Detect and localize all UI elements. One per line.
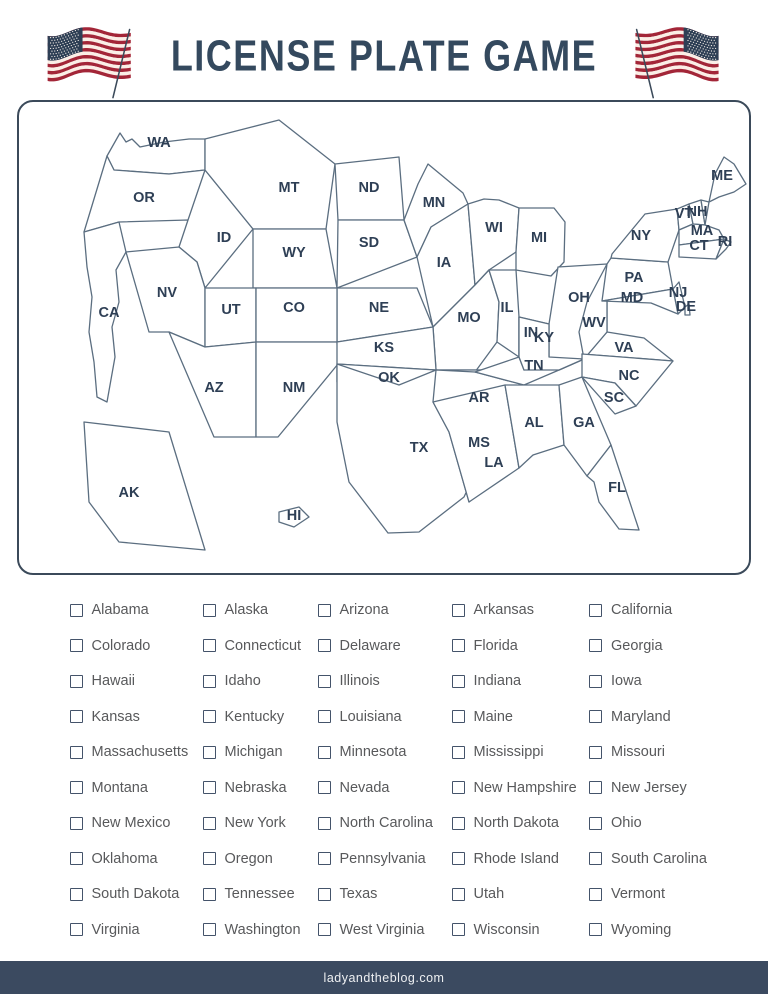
svg-text:NE: NE [369,300,389,316]
svg-text:OK: OK [378,370,400,386]
svg-text:SD: SD [359,235,379,251]
svg-text:AZ: AZ [204,380,223,396]
svg-text:AR: AR [469,390,490,406]
svg-text:ND: ND [359,180,380,196]
svg-text:WA: WA [147,135,171,151]
svg-text:ME: ME [711,168,733,184]
svg-text:MN: MN [423,195,446,211]
svg-text:OH: OH [568,290,590,306]
svg-text:TX: TX [410,440,429,456]
svg-text:WV: WV [582,315,606,331]
svg-text:KS: KS [374,340,394,356]
svg-text:HI: HI [287,508,302,524]
svg-text:NM: NM [283,380,306,396]
svg-text:NC: NC [619,368,640,384]
svg-text:DE: DE [676,299,696,315]
svg-text:MO: MO [457,310,480,326]
svg-text:MI: MI [531,230,547,246]
svg-text:MT: MT [279,180,300,196]
svg-text:CO: CO [283,300,305,316]
svg-text:TN: TN [524,358,543,374]
svg-text:GA: GA [573,415,595,431]
svg-text:CT: CT [689,238,708,254]
svg-text:CA: CA [99,305,120,321]
svg-text:MD: MD [621,290,644,306]
svg-text:NY: NY [631,228,651,244]
svg-text:IL: IL [501,300,514,316]
svg-text:IA: IA [437,255,452,271]
svg-text:PA: PA [624,270,644,286]
svg-text:ID: ID [217,230,232,246]
svg-text:VA: VA [614,340,634,356]
svg-text:MA: MA [691,223,714,239]
svg-text:MS: MS [468,435,490,451]
svg-text:NV: NV [157,285,177,301]
svg-text:NH: NH [687,204,708,220]
svg-text:LA: LA [484,455,504,471]
svg-text:KY: KY [534,330,554,346]
svg-text:OR: OR [133,190,155,206]
svg-text:UT: UT [221,302,240,318]
svg-text:WI: WI [485,220,503,236]
svg-text:AK: AK [119,485,140,501]
svg-text:AL: AL [524,415,543,431]
svg-text:WY: WY [282,245,306,261]
svg-text:SC: SC [604,390,625,406]
svg-text:FL: FL [608,480,626,496]
svg-text:RI: RI [718,234,733,250]
